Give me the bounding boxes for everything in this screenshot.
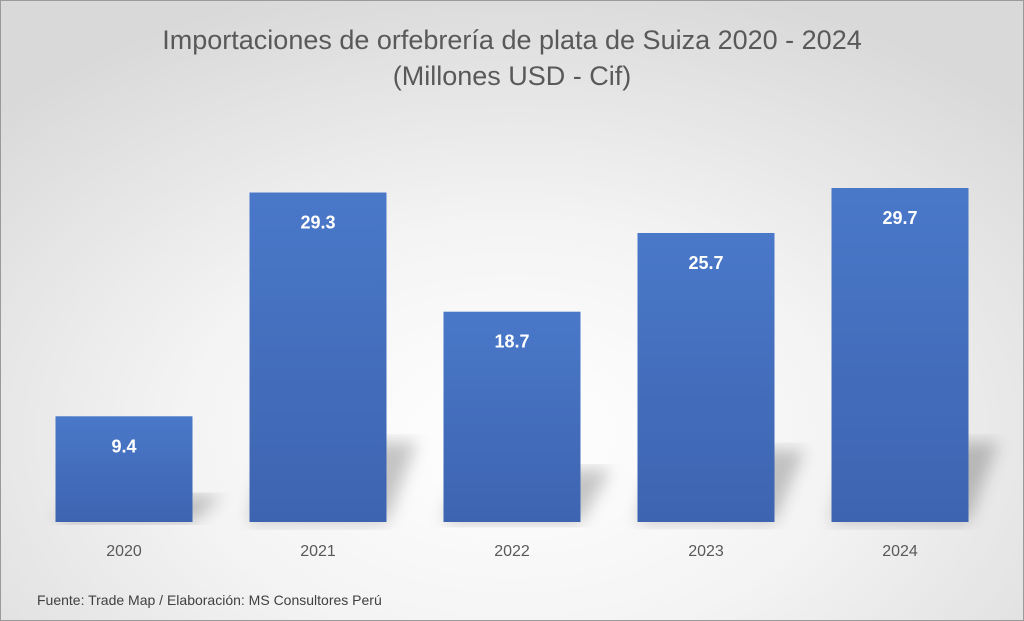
- bar-2024: [831, 188, 969, 522]
- x-tick-label-2023: 2023: [688, 543, 724, 560]
- x-tick-label-2022: 2022: [494, 543, 530, 560]
- chart-title: Importaciones de orfebrería de plata de …: [162, 25, 862, 55]
- bar-2020: [55, 416, 193, 522]
- x-tick-label-2020: 2020: [106, 543, 142, 560]
- chart-subtitle: (Millones USD - Cif): [392, 61, 632, 91]
- source-note: Fuente: Trade Map / Elaboración: MS Cons…: [37, 592, 382, 608]
- bar-2022: [443, 311, 581, 522]
- data-label-2022: 18.7: [494, 332, 529, 352]
- x-tick-label-2024: 2024: [882, 543, 918, 560]
- bar-2021: [249, 192, 387, 522]
- x-tick-label-2021: 2021: [300, 543, 336, 560]
- data-label-2024: 29.7: [882, 208, 917, 228]
- data-label-2023: 25.7: [688, 253, 723, 273]
- data-label-2021: 29.3: [300, 212, 335, 232]
- bar-2023: [637, 232, 775, 523]
- data-label-2020: 9.4: [111, 436, 136, 456]
